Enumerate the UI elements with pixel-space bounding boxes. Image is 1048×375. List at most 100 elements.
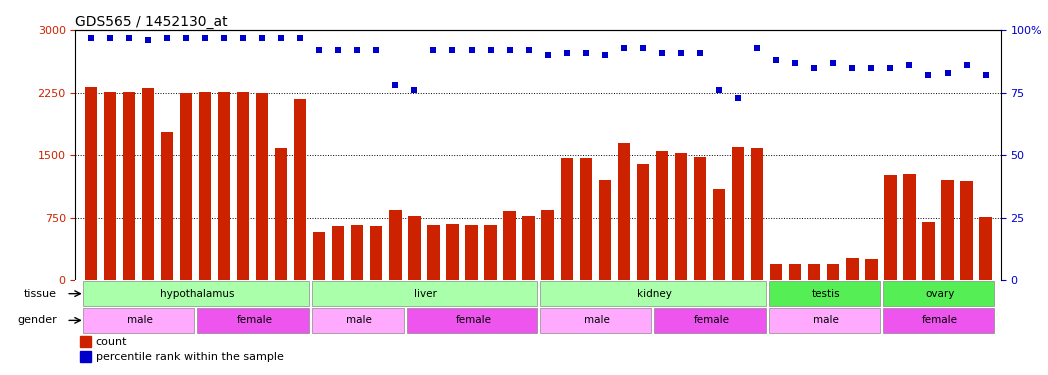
Point bbox=[920, 72, 937, 78]
Bar bbox=[370, 226, 383, 280]
Point bbox=[406, 87, 422, 93]
Text: GDS565 / 1452130_at: GDS565 / 1452130_at bbox=[75, 15, 228, 29]
Point bbox=[615, 45, 632, 51]
Bar bbox=[789, 264, 802, 280]
Bar bbox=[313, 232, 325, 280]
Bar bbox=[446, 224, 459, 280]
Bar bbox=[465, 225, 478, 280]
Point bbox=[349, 47, 366, 53]
Point bbox=[216, 34, 233, 40]
Point bbox=[596, 52, 613, 58]
Point bbox=[692, 50, 708, 55]
Bar bbox=[713, 189, 725, 280]
Text: testis: testis bbox=[811, 289, 840, 298]
Bar bbox=[637, 164, 649, 280]
Point bbox=[711, 87, 727, 93]
Point bbox=[387, 82, 403, 88]
Bar bbox=[598, 180, 611, 280]
Point bbox=[158, 34, 175, 40]
Bar bbox=[275, 148, 287, 280]
Bar bbox=[808, 264, 821, 280]
Bar bbox=[311, 308, 403, 333]
Point bbox=[83, 34, 100, 40]
Point bbox=[121, 34, 137, 40]
Point bbox=[768, 57, 785, 63]
Bar bbox=[408, 216, 420, 280]
Point bbox=[901, 62, 918, 68]
Text: female: female bbox=[456, 315, 492, 326]
Point bbox=[139, 37, 156, 43]
Point bbox=[272, 34, 289, 40]
Bar bbox=[160, 132, 173, 280]
Bar bbox=[332, 226, 345, 280]
Text: female: female bbox=[694, 315, 729, 326]
Point bbox=[825, 60, 842, 66]
Bar bbox=[523, 216, 534, 280]
Point bbox=[654, 50, 671, 55]
Point bbox=[787, 60, 804, 66]
Bar bbox=[732, 147, 744, 280]
Bar bbox=[540, 308, 652, 333]
Point bbox=[806, 64, 823, 70]
Point bbox=[501, 47, 518, 53]
Text: female: female bbox=[922, 315, 958, 326]
Bar bbox=[407, 308, 538, 333]
Point bbox=[958, 62, 975, 68]
Text: tissue: tissue bbox=[24, 289, 57, 298]
Bar bbox=[293, 99, 306, 280]
Bar bbox=[503, 211, 516, 280]
Point bbox=[330, 47, 347, 53]
Bar bbox=[179, 93, 192, 280]
Point bbox=[444, 47, 461, 53]
Point bbox=[235, 34, 252, 40]
Bar bbox=[846, 258, 858, 280]
Point bbox=[463, 47, 480, 53]
Bar bbox=[751, 148, 763, 280]
Point bbox=[291, 34, 308, 40]
Bar bbox=[866, 260, 877, 280]
Bar bbox=[104, 92, 116, 280]
Bar bbox=[80, 351, 91, 362]
Text: count: count bbox=[95, 336, 127, 346]
Bar bbox=[389, 210, 401, 280]
Bar bbox=[351, 225, 364, 280]
Text: percentile rank within the sample: percentile rank within the sample bbox=[95, 351, 284, 361]
Text: male: male bbox=[584, 315, 610, 326]
Bar bbox=[922, 222, 935, 280]
Bar bbox=[654, 308, 766, 333]
Bar bbox=[980, 217, 991, 280]
Bar bbox=[237, 92, 249, 280]
Bar bbox=[256, 93, 268, 280]
Point bbox=[559, 50, 575, 55]
Bar bbox=[85, 87, 96, 280]
Bar bbox=[218, 92, 231, 280]
Point bbox=[863, 64, 879, 70]
Bar bbox=[428, 225, 439, 280]
Point bbox=[482, 47, 499, 53]
Text: female: female bbox=[237, 315, 272, 326]
Bar bbox=[540, 281, 766, 306]
Point bbox=[520, 47, 537, 53]
Bar bbox=[827, 264, 839, 280]
Point bbox=[882, 64, 899, 70]
Bar bbox=[580, 159, 592, 280]
Bar bbox=[656, 151, 669, 280]
Text: male: male bbox=[127, 315, 153, 326]
Point bbox=[425, 47, 442, 53]
Text: ovary: ovary bbox=[925, 289, 955, 298]
Text: gender: gender bbox=[17, 315, 57, 326]
Point bbox=[977, 72, 994, 78]
Text: hypothalamus: hypothalamus bbox=[160, 289, 235, 298]
Text: liver: liver bbox=[414, 289, 437, 298]
Bar bbox=[141, 88, 154, 280]
Bar bbox=[960, 181, 973, 280]
Bar bbox=[80, 336, 91, 347]
Point bbox=[177, 34, 194, 40]
Point bbox=[748, 45, 765, 51]
Bar bbox=[561, 159, 573, 280]
Point bbox=[540, 52, 556, 58]
Bar bbox=[484, 225, 497, 280]
Point bbox=[197, 34, 214, 40]
Bar bbox=[768, 281, 880, 306]
Bar bbox=[903, 174, 916, 280]
